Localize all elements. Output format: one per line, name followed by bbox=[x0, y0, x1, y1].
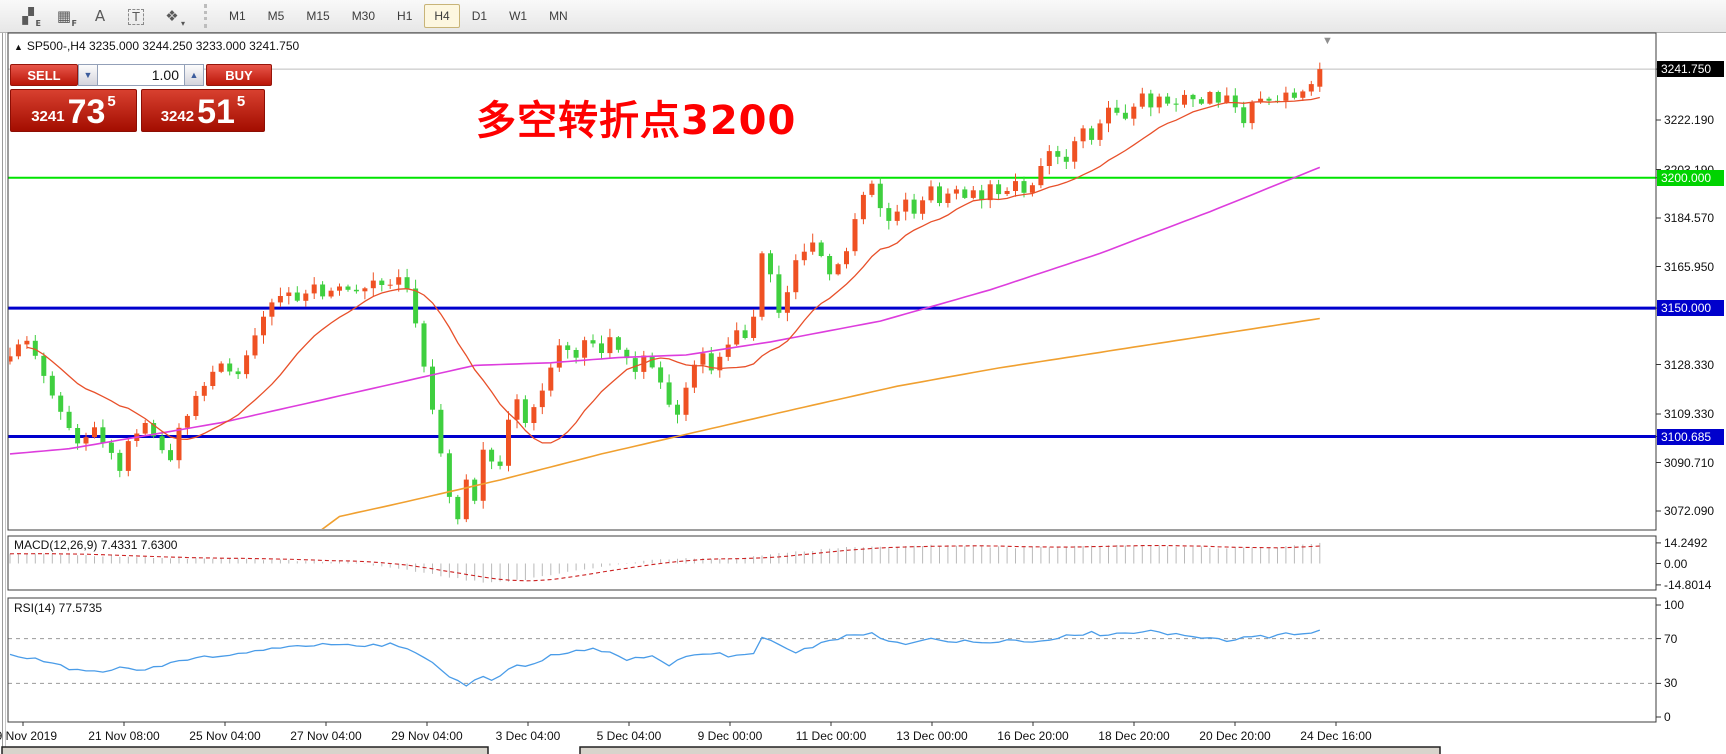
time-axis-label: 11 Dec 00:00 bbox=[795, 729, 867, 743]
grid-snap-icon[interactable]: ▦ F bbox=[56, 6, 77, 28]
macd-axis-tick: 14.2492 bbox=[1664, 535, 1708, 550]
rsi-axis-tick: 70 bbox=[1664, 631, 1678, 646]
macd-axis-tick: -14.8014 bbox=[1664, 577, 1712, 592]
time-axis-label: 3 Dec 04:00 bbox=[495, 729, 561, 743]
time-axis-label: 16 Dec 20:00 bbox=[997, 729, 1069, 743]
price-axis-tick: 3184.570 bbox=[1664, 211, 1715, 226]
arrow-objects-icon[interactable]: ❖ ▾ bbox=[165, 6, 185, 28]
rsi-axis-tick: 100 bbox=[1664, 598, 1685, 612]
one-click-trade-widget: SELL ▼ ▲ BUY 3241 73 5 3242 51 5 bbox=[10, 64, 272, 132]
time-axis-label: 18 Dec 20:00 bbox=[1098, 729, 1170, 743]
text-annotation-icon[interactable]: A bbox=[94, 6, 106, 25]
ask-price-display[interactable]: 3242 51 5 bbox=[141, 89, 265, 132]
timeframe-button-M15[interactable]: M15 bbox=[306, 9, 330, 23]
price-axis-tick: 3128.330 bbox=[1664, 357, 1715, 372]
timeframe-button-M1[interactable]: M1 bbox=[229, 9, 246, 23]
text-box-icon[interactable]: T bbox=[120, 4, 152, 30]
symbol-ohlc-text: SP500-,H4 3235.000 3244.250 3233.000 324… bbox=[26, 39, 300, 53]
buy-button[interactable]: BUY bbox=[206, 64, 272, 86]
price-axis-tick: 3165.950 bbox=[1664, 259, 1715, 274]
volume-input[interactable] bbox=[98, 64, 184, 86]
volume-decrease-button[interactable]: ▼ bbox=[78, 64, 98, 86]
price-tag: 3200.000 bbox=[1657, 169, 1724, 186]
toolbar-grip-handle[interactable] bbox=[204, 4, 210, 28]
price-tag: 3150.000 bbox=[1657, 300, 1724, 317]
price-axis-tick: 3090.710 bbox=[1664, 455, 1715, 470]
price-tag: 3241.750 bbox=[1657, 61, 1724, 78]
chart-shift-marker-icon[interactable]: ▼ bbox=[1322, 35, 1333, 47]
bid-price-prefix: 3241 bbox=[31, 108, 65, 125]
ask-price-prefix: 3242 bbox=[160, 108, 195, 125]
ask-price-main: 51 bbox=[197, 93, 235, 132]
toolbar-icon-group: ▞ E ▦ F A T ❖ ▾ bbox=[10, 3, 190, 30]
time-axis-label: 29 Nov 04:00 bbox=[391, 729, 463, 743]
time-axis-label: 13 Dec 00:00 bbox=[896, 729, 968, 743]
sell-button[interactable]: SELL bbox=[10, 64, 78, 86]
price-axis-tick: 3072.090 bbox=[1664, 504, 1715, 518]
timeframe-button-M30[interactable]: M30 bbox=[351, 9, 376, 23]
trade-quotes-row: 3241 73 5 3242 51 5 bbox=[10, 89, 272, 132]
time-axis-label: 20 Dec 20:00 bbox=[1199, 729, 1271, 743]
chart-toolbar: ▞ E ▦ F A T ❖ ▾ M1 M5 M15 M30 H1 H4 D1 W1 MN bbox=[0, 0, 1726, 33]
price-axis-tick: 3109.330 bbox=[1664, 407, 1715, 421]
price-axis-tick: 3222.190 bbox=[1664, 113, 1715, 128]
time-axis-label: 25 Nov 04:00 bbox=[189, 729, 261, 743]
ask-price-fraction: 5 bbox=[236, 93, 246, 110]
pattern-expert-icon[interactable]: ▞ E bbox=[22, 6, 41, 28]
trade-controls-row: SELL ▼ ▲ BUY bbox=[10, 64, 272, 86]
timeframe-button-M5[interactable]: M5 bbox=[267, 9, 285, 23]
symbol-marker-icon: ▲ bbox=[14, 42, 23, 52]
timeframe-button-H4[interactable]: H4 bbox=[424, 4, 460, 28]
time-axis-label: 5 Dec 04:00 bbox=[596, 729, 662, 743]
timeframe-button-H1[interactable]: H1 bbox=[397, 9, 413, 23]
bid-price-fraction: 5 bbox=[107, 93, 116, 110]
time-axis-label: 27 Nov 04:00 bbox=[290, 729, 362, 743]
time-axis-label: 24 Dec 16:00 bbox=[1300, 729, 1372, 743]
rsi-axis-tick: 0 bbox=[1664, 710, 1671, 724]
rsi-axis-tick: 30 bbox=[1664, 676, 1678, 691]
volume-increase-button[interactable]: ▲ bbox=[184, 64, 204, 86]
chart-text-annotation[interactable]: 多空转折点3200 bbox=[476, 98, 797, 144]
timeframe-button-D1[interactable]: D1 bbox=[471, 9, 488, 23]
bid-price-main: 73 bbox=[67, 93, 106, 132]
time-axis-label: 9 Dec 00:00 bbox=[697, 729, 763, 743]
time-axis-label: 21 Nov 08:00 bbox=[88, 729, 160, 743]
price-tag: 3100.685 bbox=[1657, 428, 1724, 445]
timeframe-button-W1[interactable]: W1 bbox=[509, 9, 528, 23]
symbol-ohlc-line: ▲ SP500-,H4 3235.000 3244.250 3233.000 32… bbox=[14, 39, 299, 53]
bid-price-display[interactable]: 3241 73 5 bbox=[10, 89, 137, 132]
time-axis-label: 19 Nov 2019 bbox=[0, 729, 58, 743]
macd-indicator-label: MACD(12,26,9) 7.4331 7.6300 bbox=[14, 538, 178, 552]
timeframe-button-group: M1 M5 M15 M30 H1 H4 D1 W1 MN bbox=[218, 4, 579, 28]
macd-axis-tick: 0.00 bbox=[1664, 556, 1688, 571]
timeframe-button-MN[interactable]: MN bbox=[549, 9, 568, 23]
rsi-indicator-label: RSI(14) 77.5735 bbox=[14, 601, 103, 615]
